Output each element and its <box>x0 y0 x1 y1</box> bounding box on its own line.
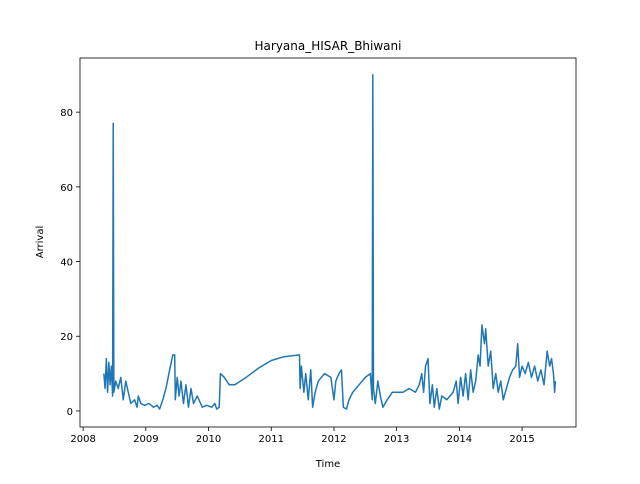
y-tick-label: 80 <box>60 108 73 119</box>
x-axis-label: Time <box>315 459 340 470</box>
x-tick-label: 2011 <box>259 434 284 445</box>
data-line <box>103 74 557 410</box>
y-tick-label: 0 <box>67 407 73 418</box>
y-tick-label: 40 <box>60 258 73 269</box>
x-tick-label: 2014 <box>447 434 472 445</box>
x-tick-label: 2009 <box>133 434 158 445</box>
chart-title: Haryana_HISAR_Bhiwani <box>255 39 402 53</box>
x-tick-label: 2013 <box>384 434 409 445</box>
y-axis-label: Arrival <box>35 226 46 259</box>
x-tick-label: 2015 <box>509 434 534 445</box>
y-tick-label: 60 <box>60 183 73 194</box>
x-tick-label: 2012 <box>321 434 346 445</box>
y-tick-label: 20 <box>60 332 73 343</box>
x-tick-label: 2010 <box>196 434 221 445</box>
plot-frame <box>79 57 577 428</box>
x-tick-label: 2008 <box>70 434 95 445</box>
